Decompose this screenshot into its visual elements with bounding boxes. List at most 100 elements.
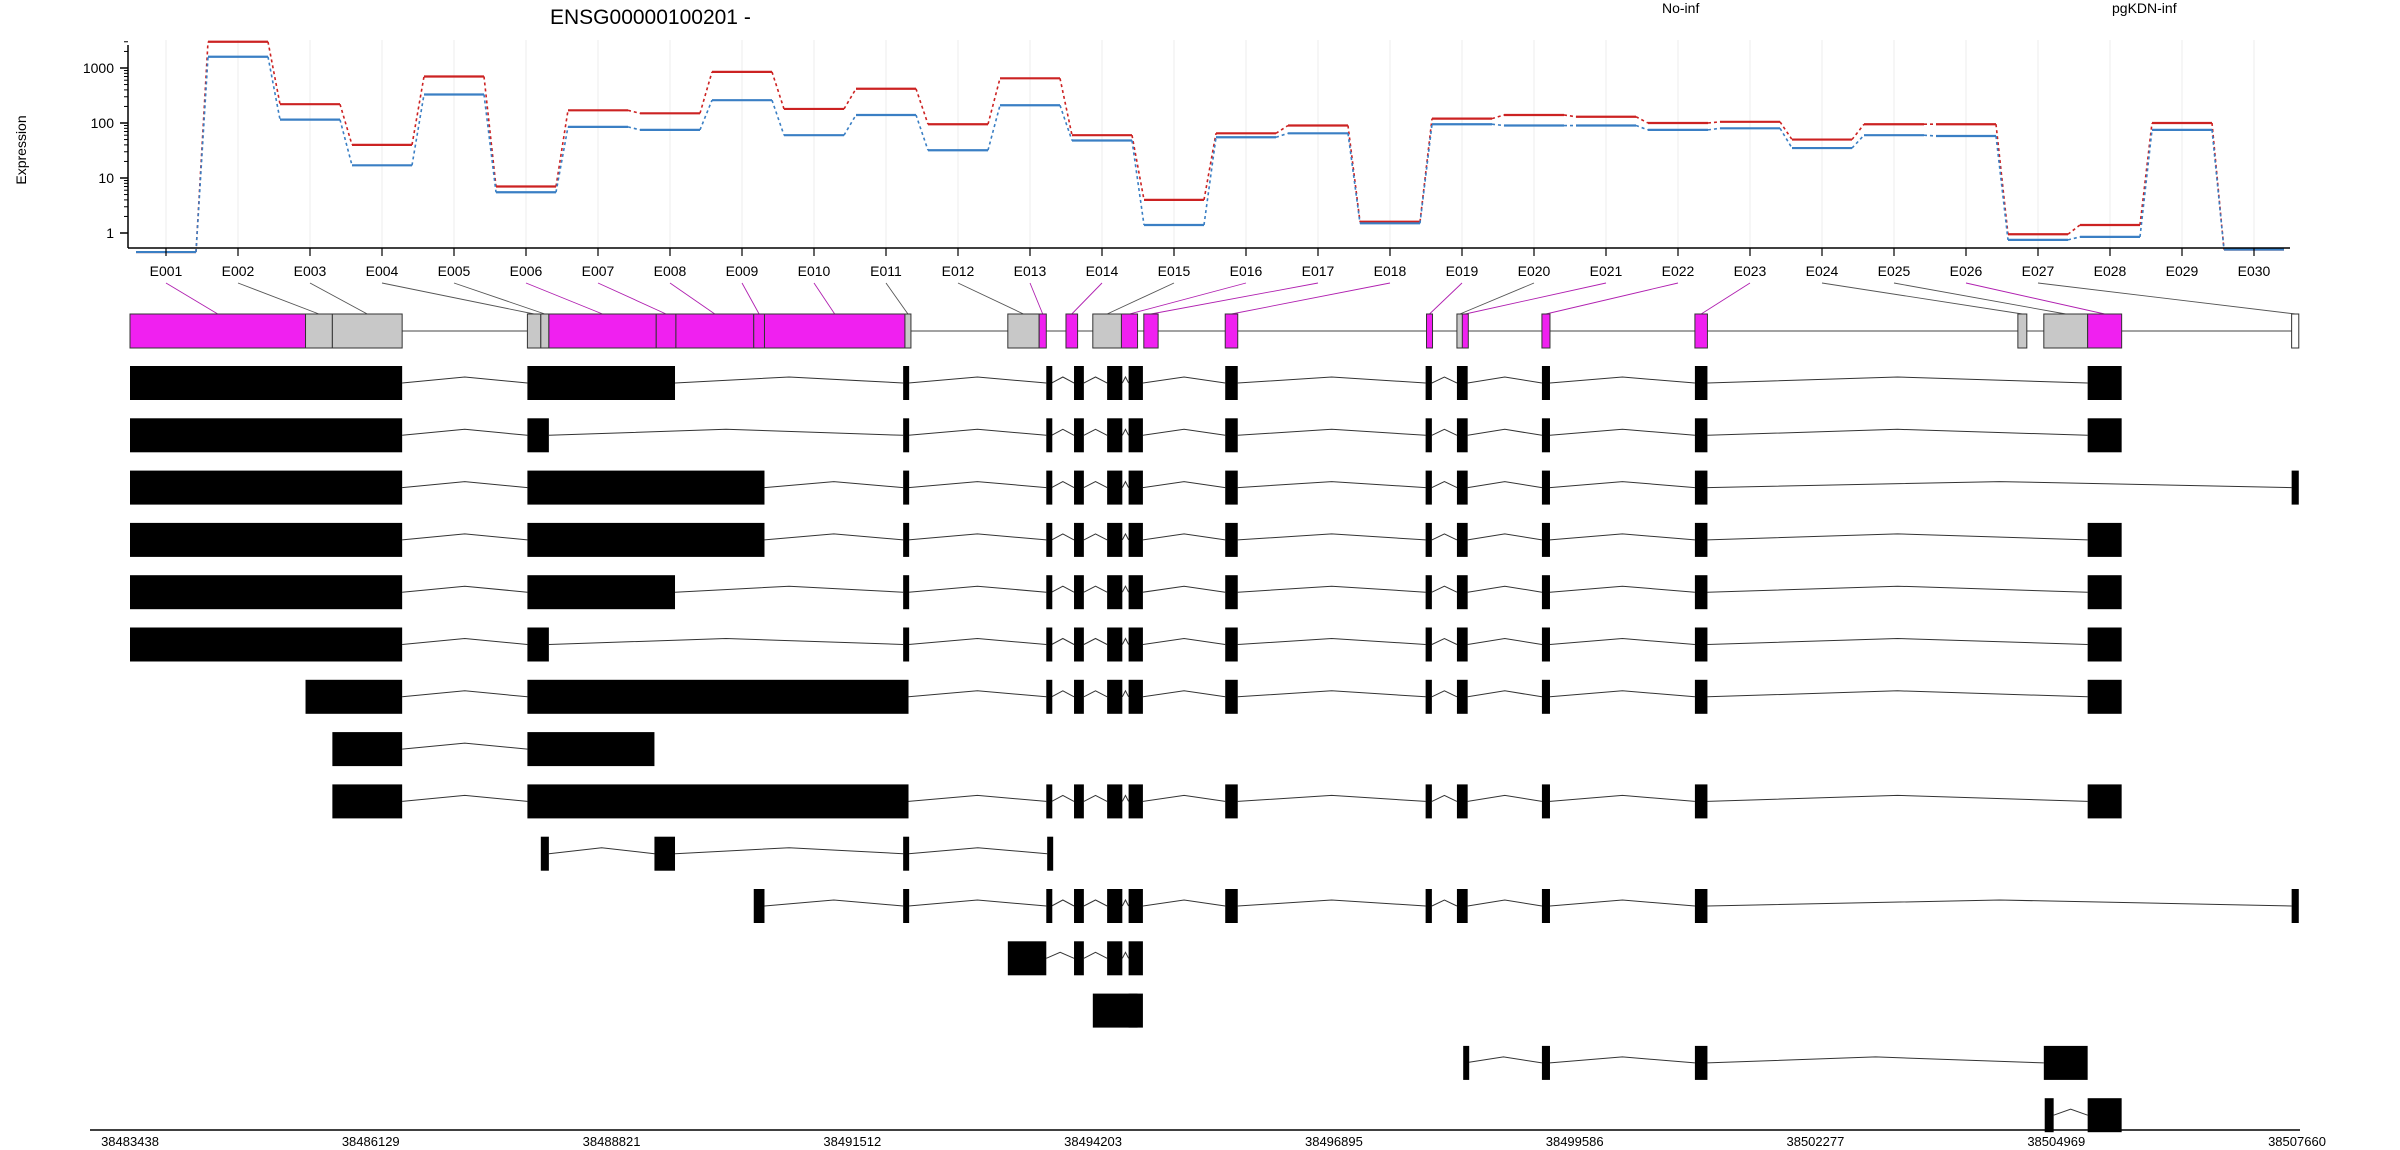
transcript-exon — [1074, 784, 1084, 819]
gene-exon-E015 — [1092, 313, 1122, 349]
transcript-exon — [527, 784, 909, 819]
transcript-exon — [527, 418, 549, 453]
gene-exon-E026 — [2087, 313, 2123, 349]
exon-connector — [813, 282, 836, 315]
transcript-exon — [1694, 1045, 1708, 1080]
transcript-exon — [1456, 522, 1468, 557]
transcript-intron — [1142, 794, 1226, 802]
transcript-exon — [1225, 522, 1238, 557]
series-connector — [1995, 124, 2009, 235]
transcript-exon — [1128, 679, 1143, 714]
transcript-exon — [540, 836, 549, 871]
transcript-intron — [1083, 951, 1108, 959]
gene-exon-E011 — [904, 313, 912, 349]
gene-exon-E014 — [1065, 313, 1079, 349]
transcript-exon — [1046, 418, 1053, 453]
gene-exon-E016 — [1120, 313, 1139, 349]
genomic-tick-label: 38491512 — [823, 1134, 881, 1149]
transcript-exon — [1225, 627, 1238, 662]
series-connector — [627, 109, 641, 115]
y-tick-label: 100 — [91, 115, 115, 131]
transcript-exon — [1074, 941, 1084, 976]
transcript-intron — [908, 533, 1047, 541]
transcript-exon — [1074, 470, 1084, 505]
genomic-tick-label: 38483438 — [101, 1134, 159, 1149]
series-connector — [2211, 129, 2225, 250]
transcript-intron — [1549, 637, 1695, 645]
transcript-intron — [1083, 585, 1108, 593]
transcript-exon — [1541, 418, 1550, 453]
x-tick-label: E027 — [2022, 263, 2055, 279]
gene-exon-E022 — [1541, 313, 1551, 349]
transcript-exon — [2087, 679, 2122, 714]
x-tick-label: E016 — [1230, 263, 1263, 279]
transcript-exon — [1456, 418, 1468, 453]
series-connector — [843, 88, 857, 110]
transcript-intron — [1237, 899, 1426, 907]
y-tick-label: 1000 — [83, 60, 114, 76]
series-connector — [1635, 124, 1649, 131]
series-connector — [1923, 134, 1937, 137]
x-tick-label: E007 — [582, 263, 615, 279]
transcript-exon — [1463, 1045, 1470, 1080]
exon-connector — [885, 282, 909, 315]
series-connector — [1707, 127, 1721, 131]
transcript-intron — [1707, 481, 2292, 489]
transcript-exon — [1425, 679, 1432, 714]
exon-connector — [1893, 282, 2066, 315]
x-tick-label: E019 — [1446, 263, 1479, 279]
transcript-intron — [402, 533, 528, 541]
transcript-intron — [1083, 690, 1108, 698]
series-connector — [1131, 140, 1145, 226]
transcript-intron — [1707, 637, 2088, 645]
transcript-intron — [1431, 585, 1458, 593]
transcript-1 — [130, 366, 2122, 400]
exon-connector — [525, 282, 603, 315]
series-connector — [411, 94, 425, 166]
series-connector — [2139, 129, 2153, 237]
series-connector — [195, 56, 209, 253]
transcript-exon — [1074, 522, 1084, 557]
transcript-9 — [332, 784, 2122, 819]
exon-connector — [669, 282, 716, 315]
transcript-intron — [1431, 428, 1458, 436]
transcript-exon — [1128, 575, 1143, 610]
exon-connector — [453, 282, 545, 315]
transcript-intron — [1142, 428, 1226, 436]
x-tick-label: E003 — [294, 263, 327, 279]
series-connector — [1707, 121, 1721, 124]
transcript-exon — [1694, 470, 1708, 505]
transcript-exon — [1107, 366, 1123, 400]
x-tick-label: E030 — [2238, 263, 2271, 279]
transcript-exon — [2087, 366, 2122, 400]
transcript-intron — [1431, 690, 1458, 698]
x-tick-label: E009 — [726, 263, 759, 279]
transcript-intron — [674, 585, 904, 593]
chart-title: ENSG00000100201 - — [550, 6, 751, 29]
transcript-exon — [305, 679, 403, 714]
transcript-exon — [527, 522, 765, 557]
x-tick-label: E008 — [654, 263, 687, 279]
transcript-exon — [2087, 1098, 2122, 1133]
x-tick-label: E022 — [1662, 263, 1695, 279]
transcript-exon — [527, 732, 655, 767]
transcript-intron — [1121, 532, 1130, 541]
transcript-intron — [764, 533, 904, 541]
transcript-intron — [1467, 585, 1543, 593]
transcript-exon — [130, 418, 403, 453]
x-tick-label: E020 — [1518, 263, 1551, 279]
series-connector — [339, 119, 353, 166]
transcript-exon — [130, 470, 403, 505]
transcript-intron — [1237, 533, 1426, 541]
transcript-exon — [1074, 627, 1084, 662]
series-connector — [1059, 78, 1073, 136]
exon-connector — [1821, 282, 2023, 315]
series-connector — [987, 78, 1001, 125]
series-connector — [1419, 118, 1433, 222]
transcript-exon — [1694, 366, 1708, 400]
exon-connector — [1231, 282, 1391, 315]
x-tick-label: E014 — [1086, 263, 1119, 279]
transcript-intron — [1549, 794, 1695, 802]
genomic-tick-label: 38504969 — [2027, 1134, 2085, 1149]
x-tick-label: E024 — [1806, 263, 1839, 279]
